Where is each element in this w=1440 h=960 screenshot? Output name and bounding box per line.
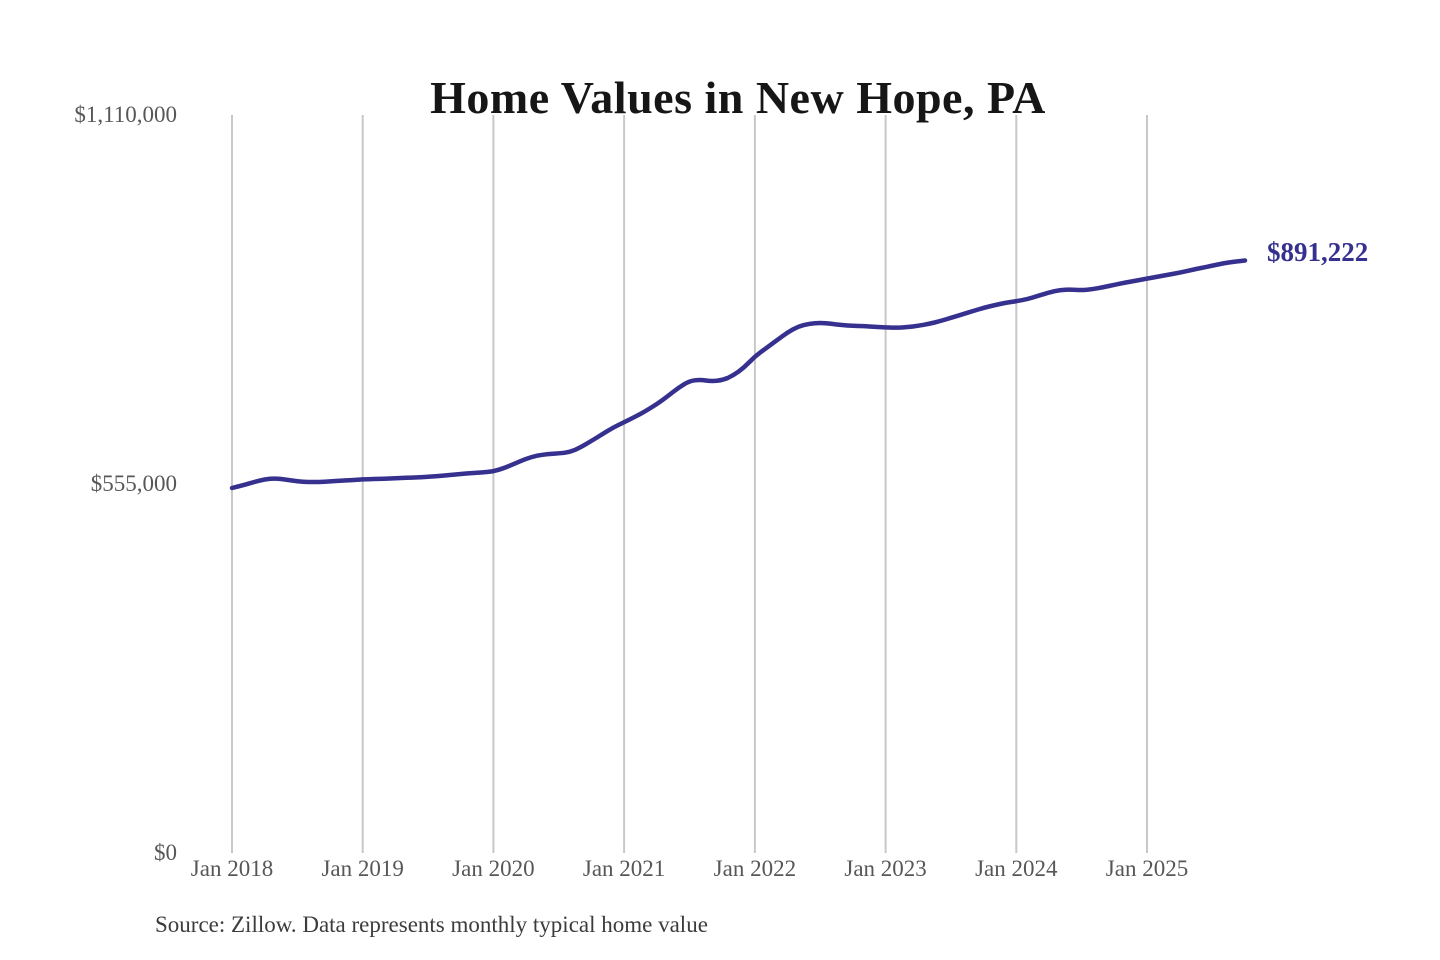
chart-title: Home Values in New Hope, PA — [430, 71, 1046, 123]
x-axis-tick-label: Jan 2022 — [713, 856, 797, 881]
x-axis-tick-label: Jan 2021 — [582, 856, 666, 881]
latest-value-label: $891,222 — [1267, 236, 1369, 267]
y-axis-tick-label: $555,000 — [90, 471, 177, 496]
y-axis-tick-label: $0 — [154, 840, 177, 865]
x-axis-tick-label: Jan 2018 — [190, 856, 274, 881]
x-axis-tick-label: Jan 2023 — [844, 856, 927, 881]
x-axis-tick-label: Jan 2020 — [452, 856, 535, 881]
x-axis-tick-label: Jan 2019 — [321, 856, 404, 881]
value-line — [229, 258, 1248, 491]
x-axis-tick-label: Jan 2025 — [1105, 856, 1189, 881]
x-axis-tick-label: Jan 2024 — [975, 856, 1058, 881]
source-note: Source: Zillow. Data represents monthly … — [155, 912, 708, 937]
y-axis-tick-label: $1,110,000 — [74, 102, 177, 127]
